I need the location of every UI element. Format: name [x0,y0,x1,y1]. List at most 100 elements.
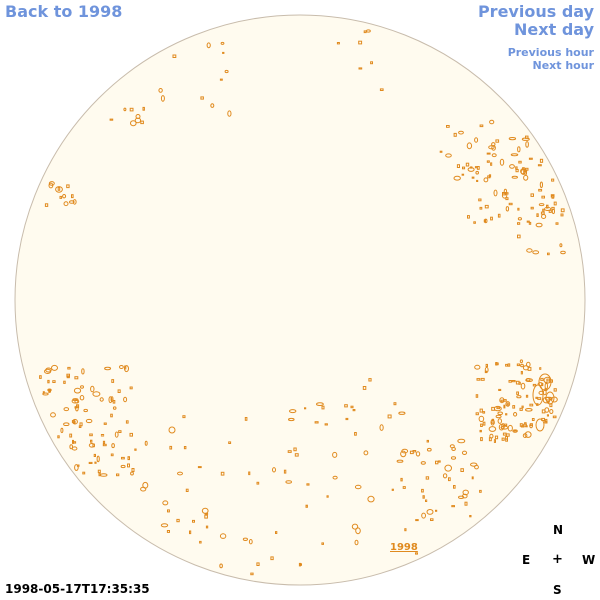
feature-contour [67,366,71,370]
previous-hour-link[interactable]: Previous hour [507,46,594,59]
feature-contour [456,164,460,168]
feature-contour [505,206,510,212]
feature-contour [177,471,183,476]
feature-contour [362,386,367,390]
feature-contour [559,243,563,248]
year-link[interactable]: 1998 [390,542,418,553]
feature-contour [72,398,79,402]
feature-contour [532,384,544,406]
feature-contour [497,213,501,218]
feature-contour [82,471,86,475]
feature-contour [560,250,566,255]
feature-contour [513,412,518,417]
feature-contour [125,420,129,424]
feature-contour [321,542,324,545]
previous-day-link[interactable]: Previous day [477,2,594,21]
feature-contour [185,488,189,493]
feature-contour [421,488,424,493]
feature-contour [48,389,51,393]
feature-contour [523,174,529,181]
feature-contour [59,195,63,199]
feature-contour [503,404,506,409]
feature-contour [305,504,308,508]
feature-contour [510,153,519,157]
feature-contour [470,462,478,467]
feature-contour [62,194,67,199]
compass-north-label: N [553,523,564,537]
feature-contour [350,405,354,409]
feature-contour [519,423,523,427]
feature-contour [484,370,488,374]
feature-contour [495,362,498,366]
feature-contour [536,213,539,218]
feature-contour [421,512,427,519]
feature-contour [57,435,60,439]
feature-contour [402,486,406,489]
feature-contour [457,438,466,444]
feature-contour [526,248,533,253]
feature-contour [69,200,75,204]
feature-contour [538,188,543,192]
feature-contour [134,448,137,451]
feature-contour [206,42,211,49]
feature-contour [205,525,209,529]
feature-contour [244,417,248,421]
feature-contour [479,429,482,433]
feature-contour [505,401,511,407]
feature-contour [538,203,545,207]
feature-contour [499,158,505,166]
feature-contour [92,391,101,397]
feature-contour [525,394,529,398]
feature-contour [458,130,464,135]
feature-contour [495,139,500,143]
feature-contour [551,208,556,215]
feature-contour [553,201,557,206]
feature-contour [63,201,69,207]
feature-contour [498,388,502,391]
next-hour-link[interactable]: Next hour [532,59,595,72]
feature-contour [275,531,278,534]
feature-contour [539,158,544,163]
feature-contour [201,507,209,514]
next-day-link[interactable]: Next day [514,20,594,39]
feature-contour [530,193,534,197]
feature-contour [210,103,215,108]
feature-contour [526,220,530,223]
feature-contour [462,489,469,496]
feature-contour [219,563,223,569]
feature-contour [197,466,202,469]
feature-contour [553,388,557,392]
feature-contour [110,453,114,457]
feature-contour [479,124,484,128]
feature-contour [479,206,483,210]
feature-contour [289,409,297,414]
feature-contour [256,562,260,567]
feature-contour [474,364,481,370]
feature-contour [114,431,119,438]
feature-contour [326,495,329,498]
feature-contour [471,176,475,179]
feature-contour [525,378,531,382]
feature-contour [192,519,195,523]
feature-contour [560,213,564,217]
feature-contour [497,411,504,416]
feature-contour [508,380,512,383]
feature-contour [506,402,509,406]
feature-contour [531,418,535,421]
feature-contour [85,418,93,424]
feature-contour [560,208,565,213]
feature-contour [486,160,490,163]
feature-contour [57,186,61,191]
feature-contour [127,463,130,468]
feature-contour [288,417,295,422]
feature-contour [478,198,482,202]
feature-contour [368,378,372,382]
feature-contour [466,142,473,150]
feature-contour [379,88,384,92]
feature-contour [358,67,363,70]
feature-contour [493,439,496,443]
feature-contour [227,110,232,117]
back-to-year-link[interactable]: Back to 1998 [5,2,123,21]
feature-contour [90,385,95,393]
